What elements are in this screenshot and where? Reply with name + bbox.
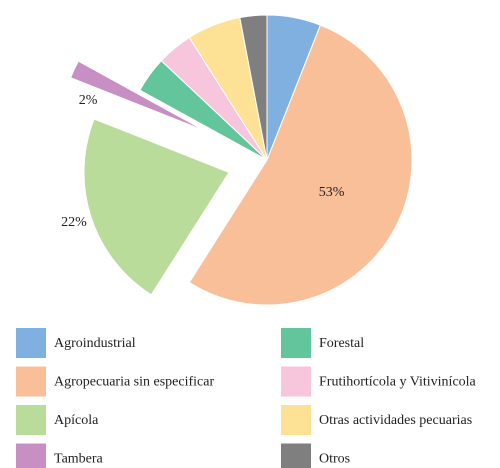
legend-label: Otras actividades pecuarias (319, 413, 472, 428)
data-label: 53% (319, 185, 345, 200)
pie-slice (188, 24, 413, 306)
legend-swatch (281, 328, 311, 358)
legend-label: Tambera (54, 452, 104, 467)
legend-swatch (16, 366, 46, 397)
pie-slice (70, 60, 206, 132)
legend-swatch (16, 443, 46, 468)
legend-swatch (16, 328, 46, 358)
legend-swatch (281, 366, 311, 397)
pie-slice (239, 14, 268, 161)
data-label: 2% (79, 93, 98, 108)
legend-label: Forestal (319, 336, 364, 351)
legend-swatch (281, 405, 311, 435)
legend-label: Otros (319, 452, 350, 467)
legend-swatch (16, 405, 46, 435)
legend-swatch (281, 443, 311, 468)
pie-slice (83, 118, 230, 296)
legend-label: Apícola (54, 413, 99, 428)
legend-label: Agropecuaria sin especificar (54, 375, 214, 390)
legend-label: Agroindustrial (54, 336, 136, 351)
data-label: 22% (61, 215, 87, 230)
legend-label: Frutihortícola y Vitivinícola (319, 375, 477, 390)
